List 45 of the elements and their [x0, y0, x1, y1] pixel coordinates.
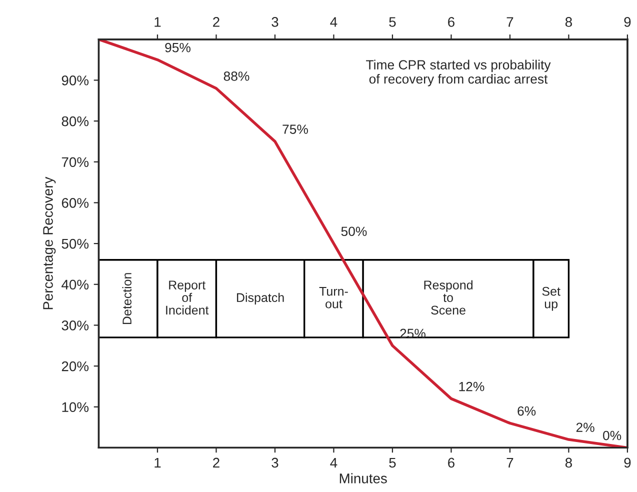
y-tick-label: 80% [62, 116, 89, 126]
y-tick-label: 60% [62, 198, 89, 208]
band-label: Turn- out [319, 287, 348, 308]
annotation: Time CPR started vs probability of recovery from cardiac arrest [366, 60, 551, 86]
x-tick-label: 4 [330, 458, 338, 468]
data-label: 6% [518, 406, 536, 416]
y-tick-label: 10% [62, 402, 89, 412]
band-label: Respond to Scene [424, 280, 472, 315]
x-tick-label: 8 [565, 458, 572, 468]
x2-tick-label: 3 [272, 17, 278, 27]
x-axis-title: Minutes [340, 473, 387, 484]
y-tick-label: 90% [62, 76, 89, 86]
x-tick-label: 3 [272, 458, 278, 468]
data-label: 0% [603, 430, 622, 440]
y-axis-title: Percentage Recovery [43, 176, 56, 310]
data-label: 95% [165, 42, 190, 52]
x2-tick-label: 6 [448, 17, 454, 27]
data-label: 50% [341, 226, 367, 236]
y-tick-label: 20% [62, 361, 89, 372]
x2-tick-label: 1 [154, 17, 161, 27]
data-label: 25% [400, 328, 426, 338]
x2-tick-label: 4 [330, 17, 338, 27]
data-label: 2% [576, 422, 594, 432]
x-tick-label: 9 [624, 458, 631, 468]
band-label: Set up [542, 286, 560, 311]
x-tick-label: 5 [389, 458, 396, 468]
data-label: 12% [459, 382, 484, 392]
x2-tick-label: 5 [389, 17, 396, 27]
y-tick-label: 30% [62, 320, 89, 330]
x-tick-label: 1 [154, 458, 161, 468]
band-label: Dispatch [236, 292, 284, 304]
x-tick-label: 2 [213, 458, 220, 468]
y-tick-label: 40% [62, 280, 89, 290]
data-label: 75% [282, 124, 308, 134]
band-label: Detection [122, 273, 132, 324]
x2-tick-label: 8 [565, 17, 572, 27]
x-tick-label: 6 [448, 458, 454, 468]
x2-tick-label: 9 [624, 17, 631, 27]
x-tick-label: 7 [506, 458, 514, 468]
band-label: Report of Incident [166, 280, 209, 315]
y-tick-label: 50% [62, 238, 89, 249]
y-tick-label: 70% [62, 157, 89, 168]
data-label: 88% [224, 72, 250, 81]
x2-tick-label: 2 [213, 17, 220, 27]
x2-tick-label: 7 [506, 17, 514, 27]
